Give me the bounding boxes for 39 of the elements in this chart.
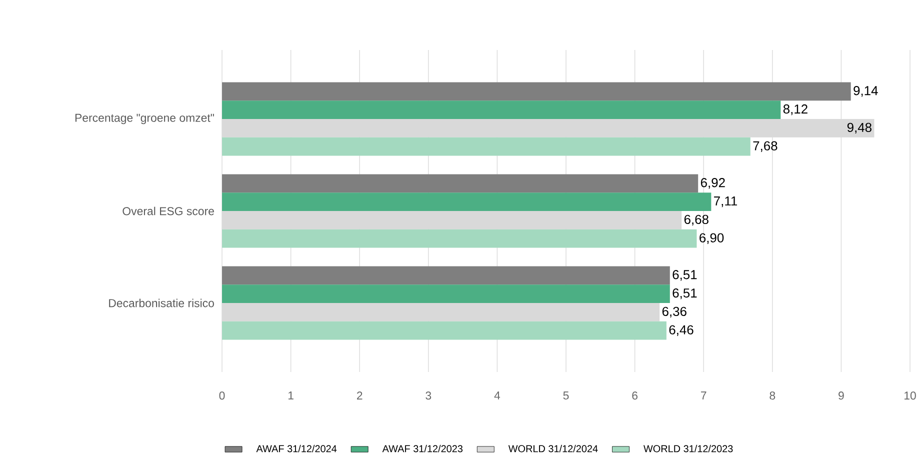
y-tick-label: Overal ESG score — [122, 206, 214, 216]
legend-label: WORLD 31/12/2023 — [644, 444, 733, 452]
legend-label: AWAF 31/12/2023 — [382, 444, 463, 452]
data-label: 8,12 — [783, 104, 808, 116]
data-label: 6,46 — [669, 325, 694, 336]
data-label: 6,51 — [672, 270, 697, 281]
data-label: 6,92 — [700, 178, 725, 189]
legend-label: WORLD 31/12/2024 — [508, 444, 598, 452]
y-tick-label: Decarbonisatie risico — [109, 298, 214, 308]
x-tick-label: 10 — [904, 392, 916, 400]
x-tick-label: 4 — [494, 392, 500, 400]
bar — [222, 321, 666, 340]
bar — [222, 174, 698, 193]
bar — [222, 229, 697, 248]
x-tick-label: 5 — [563, 392, 569, 400]
x-tick-label: 0 — [219, 392, 225, 400]
bar — [222, 137, 750, 156]
bar — [222, 284, 670, 303]
x-tick-label: 8 — [770, 392, 776, 400]
x-tick-label: 7 — [701, 392, 706, 400]
bar — [222, 192, 712, 211]
bar — [222, 100, 781, 119]
x-tick-label: 3 — [426, 392, 432, 400]
data-label: 6,90 — [700, 233, 724, 244]
data-label: 7,11 — [714, 196, 737, 208]
x-tick-label: 1 — [288, 392, 294, 400]
bar — [222, 266, 670, 285]
y-tick-label: Percentage "groene omzet" — [75, 114, 214, 124]
x-tick-label: 2 — [357, 392, 362, 400]
data-label: 6,51 — [672, 288, 697, 300]
legend-label: AWAF 31/12/2024 — [256, 444, 337, 452]
x-tick-label: 9 — [838, 392, 844, 400]
data-label: 6,36 — [662, 306, 686, 318]
data-label: 9,48 — [847, 122, 872, 134]
data-label: 9,14 — [854, 86, 878, 97]
x-tick-label: 6 — [632, 392, 638, 400]
data-label: 6,68 — [684, 214, 708, 226]
data-label: 7,68 — [753, 141, 778, 152]
bar — [222, 82, 851, 101]
